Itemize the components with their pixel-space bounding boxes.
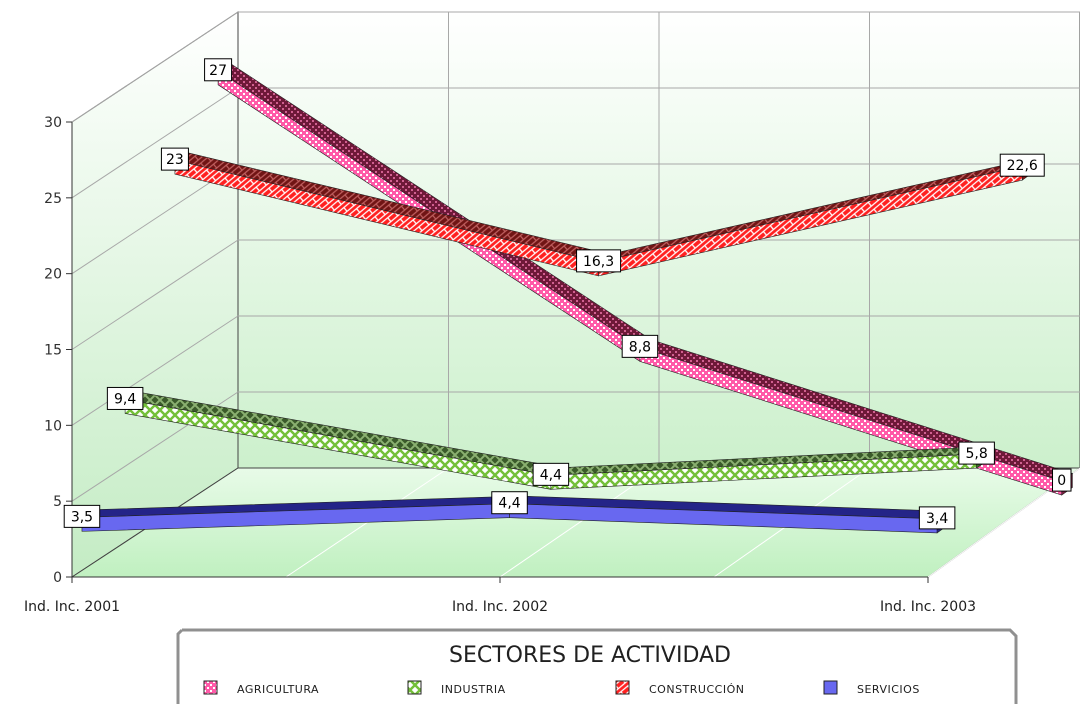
series-layer xyxy=(80,62,1074,534)
y-tick-label: 0 xyxy=(53,570,62,586)
data-label-text: 27 xyxy=(209,63,227,79)
gridline-side xyxy=(71,11,239,123)
legend-swatch xyxy=(407,680,422,695)
legend-label: CONSTRUCCIÓN xyxy=(649,683,744,696)
data-label-box xyxy=(106,386,144,410)
data-label-box xyxy=(576,249,622,273)
data-label-text: 22,6 xyxy=(1007,158,1038,174)
y-tick-label: 25 xyxy=(44,191,62,207)
data-label: 23 xyxy=(160,147,189,171)
x-tick-label: Ind. Inc. 2003 xyxy=(880,599,976,615)
legend-item-agri: AGRICULTURA xyxy=(203,680,319,696)
y-tick-label: 15 xyxy=(44,343,62,359)
data-label-text: 23 xyxy=(166,152,184,168)
gridline-side xyxy=(71,315,239,426)
gridline-side xyxy=(71,87,239,199)
data-label-box xyxy=(63,504,101,528)
y-tick-label: 5 xyxy=(53,494,62,510)
legend-swatch xyxy=(203,680,218,695)
x-tick-label: Ind. Inc. 2001 xyxy=(24,599,120,615)
legend-label: SERVICIOS xyxy=(857,683,920,696)
data-label-text: 3,5 xyxy=(71,509,93,525)
data-label-box xyxy=(1052,468,1072,492)
legend-frame xyxy=(176,628,1018,704)
x-tick-label: Ind. Inc. 2002 xyxy=(452,599,548,615)
gridline-floor xyxy=(499,467,660,578)
data-label: 5,8 xyxy=(958,441,995,465)
data-label-box xyxy=(160,147,189,171)
data-label-text: 4,4 xyxy=(498,496,520,512)
data-label-box xyxy=(204,58,233,82)
legend-title: SECTORES DE ACTIVIDAD xyxy=(449,643,731,668)
data-label: 16,3 xyxy=(576,249,622,273)
legend-swatch xyxy=(823,680,838,695)
data-label-box xyxy=(918,506,956,530)
data-label-text: 5,8 xyxy=(966,446,988,462)
data-label-text: 8,8 xyxy=(629,339,651,355)
data-label: 4,4 xyxy=(532,462,570,486)
data-label: 8,8 xyxy=(621,334,659,358)
data-label-text: 16,3 xyxy=(583,254,614,270)
data-label: 0 xyxy=(1052,468,1072,492)
legend-label: AGRICULTURA xyxy=(237,683,319,696)
data-label-box xyxy=(958,441,995,465)
legend-label: INDUSTRIA xyxy=(441,683,506,696)
legend-item-serv: SERVICIOS xyxy=(823,680,920,696)
y-axis: 0 5 10 15 20 25 30 xyxy=(44,115,73,586)
series-serv xyxy=(80,495,949,534)
data-labels: 27 8,8 0 23 16,3 22,6 9,4 4,4 5,8 3,5 4,4 3,4 xyxy=(63,58,1072,530)
data-label: 27 xyxy=(204,58,233,82)
data-label-text: 3,4 xyxy=(926,511,948,527)
data-label: 22,6 xyxy=(999,153,1045,177)
y-tick-label: 30 xyxy=(44,115,62,131)
y-tick-label: 10 xyxy=(44,418,62,434)
legend-item-cons: CONSTRUCCIÓN xyxy=(615,680,744,696)
data-label: 3,4 xyxy=(918,506,956,530)
data-label-box xyxy=(491,491,528,515)
data-label-text: 4,4 xyxy=(540,467,562,483)
data-label: 3,5 xyxy=(63,504,101,528)
legend-swatch xyxy=(615,680,630,695)
y-tick-label: 20 xyxy=(44,267,62,283)
data-label-text: 9,4 xyxy=(114,391,136,407)
x-axis: Ind. Inc. 2001 Ind. Inc. 2002 Ind. Inc. 20… xyxy=(24,576,976,615)
legend-items: AGRICULTURA INDUSTRIA CONSTRUCCIÓN SERVICIO… xyxy=(203,680,920,696)
legend: SECTORES DE ACTIVIDAD AGRICULTURA INDUSTR… xyxy=(176,628,1018,704)
data-label: 9,4 xyxy=(106,386,144,410)
series-cons xyxy=(174,152,1034,277)
data-label-box xyxy=(532,462,570,486)
gridline-side xyxy=(71,239,239,350)
series-indu xyxy=(124,391,989,490)
data-label-box xyxy=(999,153,1045,177)
data-label: 4,4 xyxy=(491,491,528,515)
data-label-box xyxy=(621,334,659,358)
legend-item-indu: INDUSTRIA xyxy=(407,680,506,696)
data-label-text: 0 xyxy=(1057,473,1066,489)
